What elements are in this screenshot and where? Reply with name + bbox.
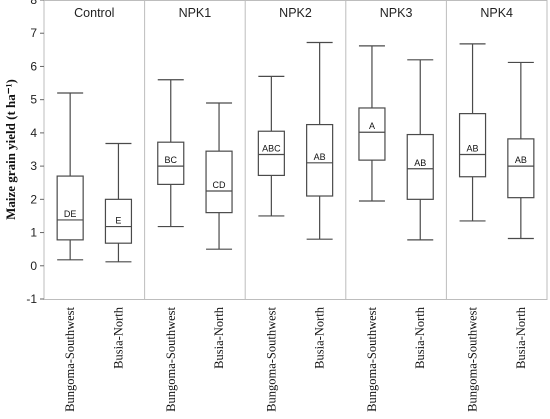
panel-title: NPK3 xyxy=(380,6,413,20)
significance-label: ABC xyxy=(262,143,281,153)
iqr-box xyxy=(257,130,285,177)
y-tick-label: 6 xyxy=(30,59,37,73)
significance-label: A xyxy=(369,121,375,131)
box-bungoma-southwest: BC Bungoma-Southwest xyxy=(157,79,185,412)
box-bungoma-southwest: A Bungoma-Southwest xyxy=(358,45,386,412)
iqr-box xyxy=(458,113,487,178)
box-bungoma-southwest: ABC Bungoma-Southwest xyxy=(257,75,285,412)
y-tick-label: 0 xyxy=(30,259,37,273)
y-axis: -1 0 1 2 3 4 5 6 7 8 xyxy=(26,0,44,306)
panel-npk2: NPK2 ABC Bungoma-Southwest AB Busia-North xyxy=(244,0,334,412)
y-tick-label: 2 xyxy=(30,192,37,206)
box-bungoma-southwest: DE Bungoma-Southwest xyxy=(56,92,84,412)
iqr-box xyxy=(56,175,84,241)
y-tick-label: 8 xyxy=(30,0,37,7)
iqr-box xyxy=(205,150,233,214)
y-axis-label: Maize grain yield (t ha⁻¹) xyxy=(3,79,18,220)
y-tick-label: 5 xyxy=(30,93,37,107)
iqr-box xyxy=(507,138,535,199)
category-label: Bungoma-Southwest xyxy=(365,306,379,411)
plot-border xyxy=(43,0,548,300)
iqr-box xyxy=(306,123,334,197)
y-tick-label: 4 xyxy=(30,126,37,140)
category-label: Busia-North xyxy=(413,306,427,369)
category-label: Busia-North xyxy=(212,306,226,369)
panel-control: Control DE Bungoma-Southwest E Busia-North xyxy=(56,6,133,412)
significance-label: AB xyxy=(515,155,527,165)
category-label: Busia-North xyxy=(514,306,528,369)
box-busia-north: CD Busia-North xyxy=(205,102,233,369)
iqr-box xyxy=(406,133,434,200)
category-label: Bungoma-Southwest xyxy=(264,306,278,411)
panel-npk1: NPK1 BC Bungoma-Southwest CD Busia-North xyxy=(144,0,233,412)
y-tick-label: 3 xyxy=(30,159,37,173)
y-tick-label: 1 xyxy=(30,226,37,240)
box-busia-north: AB Busia-North xyxy=(406,59,434,369)
plot-frame xyxy=(43,0,548,300)
iqr-box xyxy=(157,141,185,185)
box-bungoma-southwest: AB Bungoma-Southwest xyxy=(458,43,487,412)
box-busia-north: E Busia-North xyxy=(104,142,133,369)
significance-label: E xyxy=(115,216,121,226)
significance-label: AB xyxy=(314,152,326,162)
box-busia-north: AB Busia-North xyxy=(507,61,535,369)
y-tick-label: 7 xyxy=(30,26,37,40)
panels: ControlDEBungoma-SouthwestEBusia-NorthNP… xyxy=(56,0,535,412)
category-label: Bungoma-Southwest xyxy=(466,306,480,411)
significance-label: DE xyxy=(64,209,77,219)
significance-label: CD xyxy=(213,180,226,190)
category-label: Busia-North xyxy=(313,306,327,369)
panel-npk4: NPK4 AB Bungoma-Southwest AB Busia-North xyxy=(445,0,535,412)
category-label: Bungoma-Southwest xyxy=(63,306,77,411)
significance-label: BC xyxy=(164,155,177,165)
iqr-box xyxy=(358,107,386,161)
category-label: Bungoma-Southwest xyxy=(164,306,178,411)
significance-label: AB xyxy=(467,143,479,153)
box-busia-north: AB Busia-North xyxy=(306,41,334,369)
y-tick-label: -1 xyxy=(26,292,37,306)
panel-npk3: NPK3 A Bungoma-Southwest AB Busia-North xyxy=(345,0,434,412)
category-label: Busia-North xyxy=(111,306,125,369)
panel-title: NPK2 xyxy=(279,6,312,20)
panel-title: NPK4 xyxy=(480,6,513,20)
panel-title: NPK1 xyxy=(179,6,212,20)
significance-label: AB xyxy=(414,158,426,168)
panel-title: Control xyxy=(74,6,114,20)
iqr-box xyxy=(104,198,133,244)
